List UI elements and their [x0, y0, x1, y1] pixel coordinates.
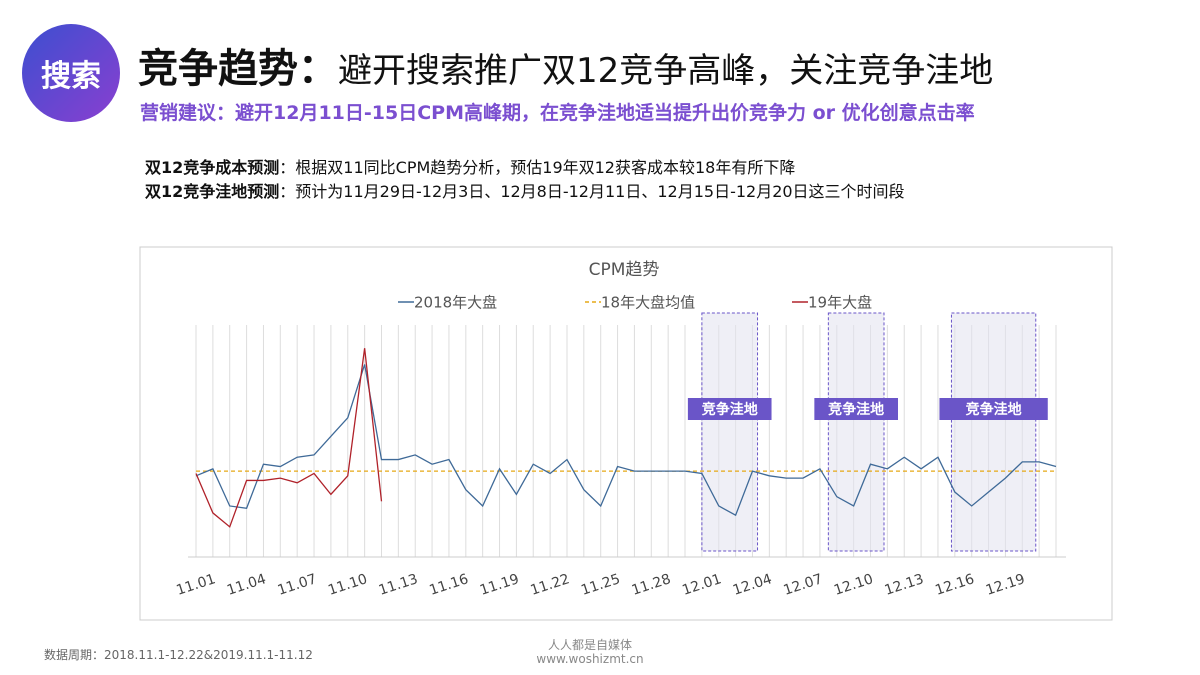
region	[701, 312, 759, 552]
region-label-box	[939, 398, 1048, 420]
region-label-box	[814, 398, 898, 420]
title-lead: 竞争趋势：	[138, 46, 338, 92]
region-label-box	[687, 398, 772, 420]
region	[827, 312, 885, 552]
subtitle: 营销建议：避开12月11日-15日CPM高峰期，在竞争洼地适当提升出价竞争力 o…	[140, 102, 975, 124]
region-label: 竞争洼地	[966, 401, 1022, 418]
note: 双12竞争成本预测：根据双11同比CPM趋势分析，预估19年双12获客成本较18…	[145, 156, 905, 180]
chart-title: CPM趋势	[589, 260, 660, 280]
region	[950, 312, 1037, 552]
note-label: 双12竞争洼地预测	[145, 182, 280, 201]
note-text: ：根据双11同比CPM趋势分析，预估19年双12获客成本较18年有所下降	[279, 158, 796, 177]
series-line	[195, 364, 1057, 517]
region-label: 竞争洼地	[828, 401, 884, 418]
watermark: 人人都是自媒体 www.woshizmt.cn	[520, 638, 660, 666]
legend-label: 18年大盘均值	[601, 294, 695, 312]
chart-frame	[139, 246, 1113, 621]
note: 双12竞争洼地预测：预计为11月29日-12月3日、12月8日-12月11日、1…	[145, 180, 905, 204]
series-line	[195, 348, 383, 528]
title-rest: 避开搜索推广双12竞争高峰，关注竞争洼地	[338, 51, 994, 91]
legend-label: 2018年大盘	[414, 294, 497, 312]
legend-label: 19年大盘	[808, 294, 872, 312]
footer-source: 数据周期：2018.11.1-12.22&2019.11.1-11.12	[44, 648, 313, 662]
title: 竞争趋势：避开搜索推广双12竞争高峰，关注竞争洼地	[138, 36, 993, 94]
note-text: ：预计为11月29日-12月3日、12月8日-12月11日、12月15日-12月…	[279, 182, 905, 201]
watermark-url: www.woshizmt.cn	[536, 652, 644, 666]
watermark-text: 人人都是自媒体	[547, 638, 632, 652]
region-label: 竞争洼地	[702, 401, 758, 418]
notes: 双12竞争成本预测：根据双11同比CPM趋势分析，预估19年双12获客成本较18…	[145, 156, 905, 204]
note-label: 双12竞争成本预测	[145, 158, 280, 177]
badge: 搜索	[22, 24, 120, 122]
